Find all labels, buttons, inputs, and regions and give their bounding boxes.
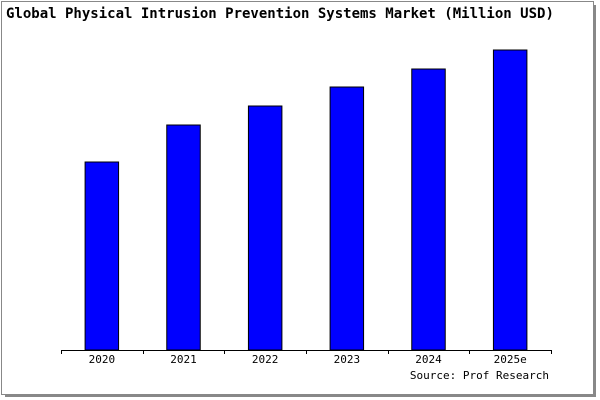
x-tick-label: 2023 (334, 353, 361, 366)
bar (329, 86, 365, 351)
bar (166, 124, 201, 351)
x-tick-label: 2022 (252, 353, 279, 366)
bar (84, 161, 120, 351)
chart-title: Global Physical Intrusion Prevention Sys… (6, 6, 554, 22)
bar (492, 49, 528, 351)
x-tick-label: 2021 (170, 353, 197, 366)
x-tick-label: 2020 (89, 353, 116, 366)
bar (247, 105, 283, 351)
x-tick-label: 2025e (494, 353, 527, 366)
x-tick-label: 2024 (415, 353, 442, 366)
bar (411, 68, 446, 351)
plot-area (61, 48, 551, 350)
source-note: Source: Prof Research (410, 369, 549, 382)
